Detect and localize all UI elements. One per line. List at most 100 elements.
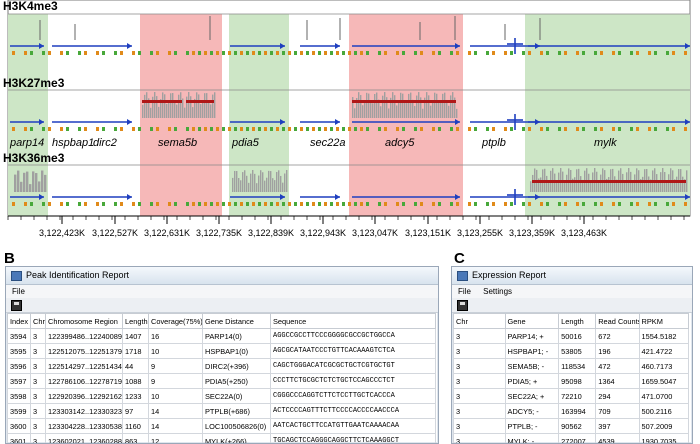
exon-mark <box>48 127 51 131</box>
gene-label: mylk <box>594 137 617 149</box>
table-cell: 122786106..122787193 <box>45 373 123 389</box>
table-row[interactable]: 3 ADCY5; -163994 709 500.2116 <box>453 403 689 419</box>
table-row[interactable]: 3595 3 122512075..122513792 1718 10 HSPBAP1(0… <box>7 343 436 359</box>
signal-bar <box>428 95 430 118</box>
table-cell: 97 <box>122 403 149 419</box>
signal-bar <box>272 178 274 192</box>
exon-mark <box>564 202 567 206</box>
table-cell: 72210 <box>558 388 597 404</box>
table-cell: 460.7173 <box>638 358 689 374</box>
exon-mark <box>42 51 45 55</box>
expression-report-titlebar[interactable]: Expression Report <box>452 267 692 285</box>
gene-label: ptplb <box>481 137 506 149</box>
exon-mark <box>66 127 69 131</box>
peak-column-header[interactable]: Index <box>7 313 31 329</box>
peak-column-header[interactable]: Length <box>122 313 149 329</box>
table-row[interactable]: 3 SEC22A; +72210 294 471.0700 <box>453 388 689 404</box>
window-icon <box>457 271 468 281</box>
table-row[interactable]: 3598 3 122920396..122921628 1233 10 SEC22A(0)… <box>7 388 436 404</box>
exon-mark <box>348 127 351 131</box>
exon-mark <box>384 127 387 131</box>
peak-column-header[interactable]: Chr <box>30 313 46 329</box>
signal-bar <box>684 179 686 192</box>
exon-mark <box>150 51 153 55</box>
save-icon[interactable] <box>11 300 22 311</box>
signal-bar <box>264 180 266 192</box>
save-icon[interactable] <box>457 300 468 311</box>
table-cell: 3 <box>453 388 506 404</box>
table-cell: 1088 <box>122 373 149 389</box>
menu-file[interactable]: File <box>12 287 25 296</box>
exon-mark <box>42 202 45 206</box>
exon-mark <box>528 202 531 206</box>
table-cell: 3599 <box>7 403 31 419</box>
table-cell: 3 <box>453 328 506 344</box>
exon-mark <box>48 202 51 206</box>
menu-file[interactable]: File <box>458 287 471 296</box>
table-cell: 9 <box>148 373 203 389</box>
table-cell: PDIA5; + <box>504 373 560 389</box>
peak-column-header[interactable]: Sequence <box>270 313 436 329</box>
exon-mark <box>618 127 621 131</box>
table-row[interactable]: 3 HSPBAP1; -53805 196 421.4722 <box>453 343 689 359</box>
gene-arrow-icon <box>685 194 690 200</box>
table-row[interactable]: 3600 3 123304228..123305387 1160 14 LOC100506… <box>7 418 436 434</box>
exon-mark <box>114 127 117 131</box>
exon-mark <box>258 202 261 206</box>
expression-column-header[interactable]: Gene <box>504 313 560 329</box>
expression-column-header[interactable]: RPKM <box>638 313 689 329</box>
exon-mark <box>450 202 453 206</box>
signal-bar <box>362 105 364 118</box>
exon-mark <box>168 127 171 131</box>
signal-bar <box>270 171 272 192</box>
exon-mark <box>150 127 153 131</box>
peak-column-header[interactable]: Gene Distance <box>202 313 271 329</box>
signal-bar <box>556 182 558 192</box>
exon-mark <box>582 51 585 55</box>
exon-mark <box>168 51 171 55</box>
signal-bar <box>188 92 190 118</box>
exon-mark <box>282 202 285 206</box>
exon-mark <box>276 202 279 206</box>
exon-mark <box>264 202 267 206</box>
peak-column-header[interactable]: Coverage(75%) <box>148 313 203 329</box>
exon-mark <box>294 51 297 55</box>
exon-mark <box>84 51 87 55</box>
exon-mark <box>192 51 195 55</box>
exon-mark <box>468 127 471 131</box>
table-row[interactable]: 3 PTPLB; -90562 397 507.2009 <box>453 418 689 434</box>
expression-column-header[interactable]: Chr <box>453 313 506 329</box>
exon-mark <box>240 51 243 55</box>
table-row[interactable]: 3601 3 123602021..123602883 863 12 MYLK(+266)… <box>7 433 436 443</box>
exon-mark <box>456 202 459 206</box>
signal-bar <box>566 174 568 192</box>
signal-bar <box>242 172 244 192</box>
signal-bar <box>166 103 168 118</box>
table-row[interactable]: 3 PARP14; +50016 672 1554.5182 <box>453 328 689 344</box>
signal-bar <box>260 170 262 192</box>
exon-mark <box>348 202 351 206</box>
expression-column-header[interactable]: Read Counts <box>595 313 640 329</box>
signal-bar <box>426 92 428 118</box>
table-cell: CGGGCCCAGGTCTTCTCCTTGCTCACCCA <box>270 388 436 404</box>
exon-mark <box>306 202 309 206</box>
table-cell: 3 <box>453 373 506 389</box>
peak-column-header[interactable]: Chromosome Region <box>45 313 123 329</box>
table-row[interactable]: 3596 3 122514297..122514340 44 9 DIRC2(+396) C… <box>7 358 436 374</box>
table-row[interactable]: 3 PDIA5; +95098 1364 1659.5047 <box>453 373 689 389</box>
axis-tick-label: 3,123,359K <box>509 228 555 238</box>
exon-mark <box>312 51 315 55</box>
table-row[interactable]: 3594 3 122399486..122400892 1407 16 PARP14(0)… <box>7 328 436 344</box>
table-cell: HSPBAP1(0) <box>202 343 271 359</box>
exon-mark <box>210 51 213 55</box>
menu-settings[interactable]: Settings <box>483 287 513 296</box>
signal-bar <box>386 97 388 118</box>
expression-column-header[interactable]: Length <box>558 313 597 329</box>
table-row[interactable]: 3 SEMA5B; -118534 472 460.7173 <box>453 358 689 374</box>
gene-arrow-icon <box>685 43 690 49</box>
exon-mark <box>228 51 231 55</box>
table-row[interactable]: 3597 3 122786106..122787193 1088 9 PDIA5(+250… <box>7 373 436 389</box>
table-row[interactable]: 3599 3 123303142..123303238 97 14 PTPLB(+686)… <box>7 403 436 419</box>
peak-report-titlebar[interactable]: Peak Identification Report <box>6 267 438 285</box>
table-row[interactable]: 3 MYLK; -272007 4539 1930.7035 <box>453 433 689 443</box>
